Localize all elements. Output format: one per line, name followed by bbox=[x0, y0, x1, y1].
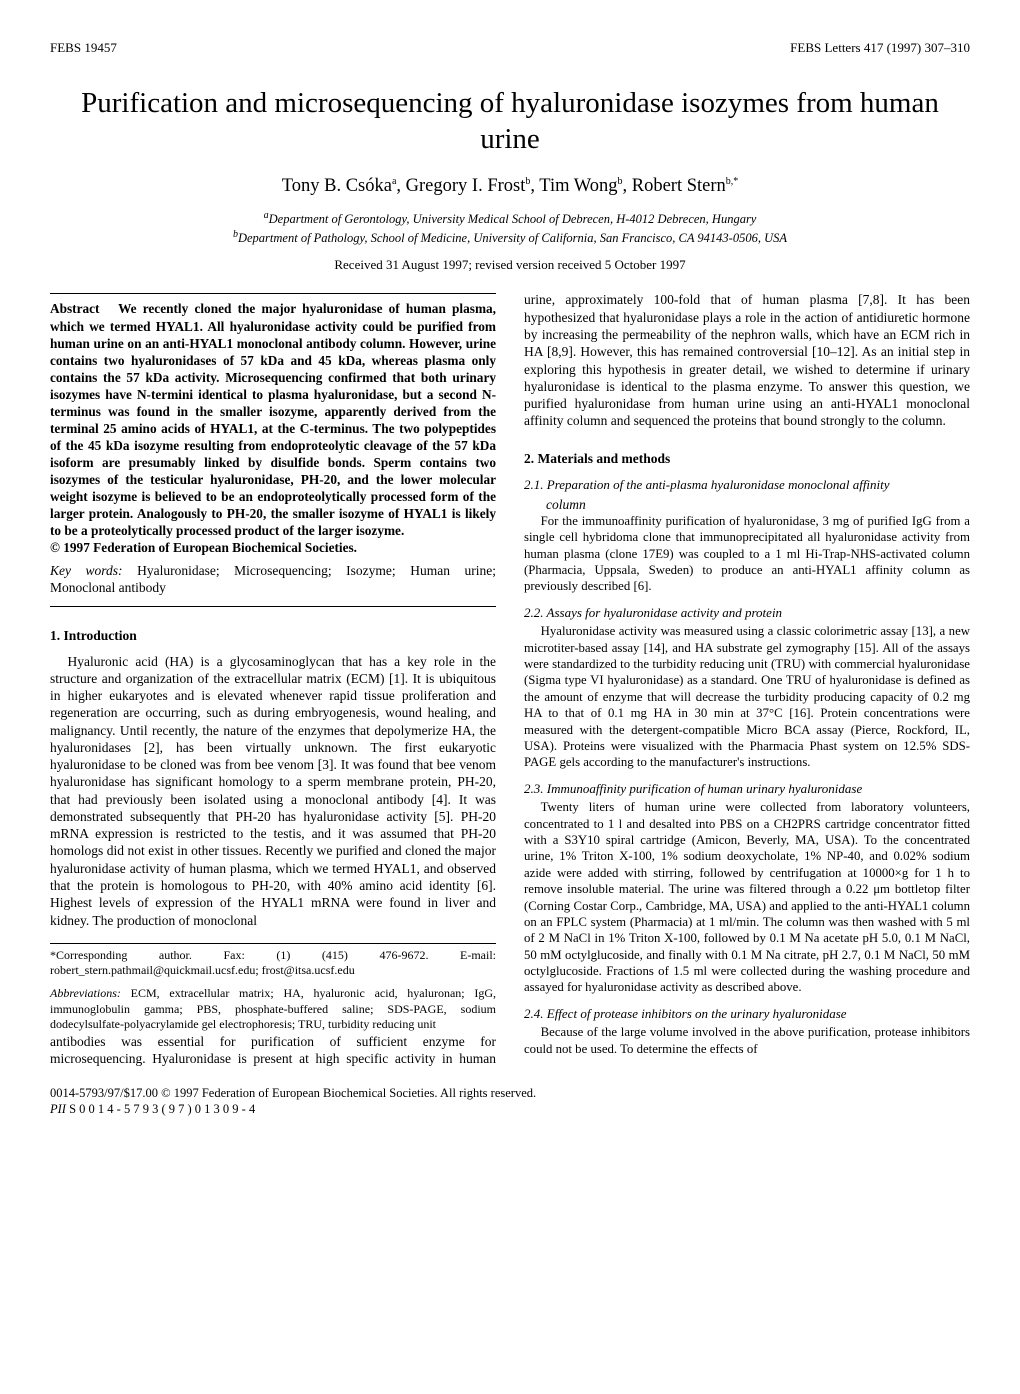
abstract: Abstract We recently cloned the major hy… bbox=[50, 300, 496, 555]
rule-after-keywords bbox=[50, 606, 496, 607]
sub-2-2-body: Hyaluronidase activity was measured usin… bbox=[524, 623, 970, 770]
pii-label: PII bbox=[50, 1102, 66, 1116]
sub-2-1-body: For the immunoaffinity purification of h… bbox=[524, 513, 970, 595]
sub-2-1-heading-cont: column bbox=[546, 496, 970, 513]
authors-line: Tony B. Csókaa, Gregory I. Frostb, Tim W… bbox=[50, 175, 970, 199]
sub-2-2-heading: 2.2. Assays for hyaluronidase activity a… bbox=[524, 605, 970, 622]
running-header: FEBS 19457 FEBS Letters 417 (1997) 307–3… bbox=[50, 40, 970, 57]
intro-para-1: Hyaluronic acid (HA) is a glycosaminogly… bbox=[50, 653, 496, 929]
sub-2-1-heading: 2.1. Preparation of the anti-plasma hyal… bbox=[524, 477, 970, 494]
rule-top bbox=[50, 293, 496, 294]
keywords-label: Key words: bbox=[50, 563, 123, 578]
sub-2-4-body: Because of the large volume involved in … bbox=[524, 1024, 970, 1057]
footer-pii: PII S 0 0 1 4 - 5 7 9 3 ( 9 7 ) 0 1 3 0 … bbox=[50, 1101, 970, 1117]
page-footer: 0014-5793/97/$17.00 © 1997 Federation of… bbox=[50, 1085, 970, 1117]
affil-a: Department of Gerontology, University Me… bbox=[269, 212, 757, 226]
abstract-body: We recently cloned the major hyaluronida… bbox=[50, 301, 496, 537]
corresponding-author: *Corresponding author. Fax: (1) (415) 47… bbox=[50, 948, 496, 979]
abbreviations-label: Abbreviations: bbox=[50, 986, 121, 1000]
article-title: Purification and microsequencing of hyal… bbox=[50, 85, 970, 158]
section-methods-heading: 2. Materials and methods bbox=[524, 450, 970, 467]
header-left: FEBS 19457 bbox=[50, 40, 117, 57]
sub-2-3-body: Twenty liters of human urine were collec… bbox=[524, 799, 970, 996]
body-columns: Abstract We recently cloned the major hy… bbox=[50, 291, 970, 1067]
footnote-rule bbox=[50, 943, 496, 944]
sub-2-3-heading: 2.3. Immunoaffinity purification of huma… bbox=[524, 781, 970, 798]
abstract-copyright: © 1997 Federation of European Biochemica… bbox=[50, 540, 357, 555]
sub-2-4-heading: 2.4. Effect of protease inhibitors on th… bbox=[524, 1006, 970, 1023]
affil-b: Department of Pathology, School of Medic… bbox=[238, 231, 787, 245]
affiliations: aDepartment of Gerontology, University M… bbox=[50, 209, 970, 247]
pii-value: S 0 0 1 4 - 5 7 9 3 ( 9 7 ) 0 1 3 0 9 - … bbox=[69, 1102, 255, 1116]
header-right: FEBS Letters 417 (1997) 307–310 bbox=[790, 40, 970, 57]
abbreviations-block: Abbreviations: ECM, extracellular matrix… bbox=[50, 986, 496, 1032]
received-line: Received 31 August 1997; revised version… bbox=[50, 257, 970, 274]
footer-copyright: 0014-5793/97/$17.00 © 1997 Federation of… bbox=[50, 1085, 970, 1101]
keywords: Key words: Hyaluronidase; Microsequencin… bbox=[50, 562, 496, 597]
abstract-label: Abstract bbox=[50, 301, 99, 316]
footnotes: *Corresponding author. Fax: (1) (415) 47… bbox=[50, 943, 496, 1033]
section-intro-heading: 1. Introduction bbox=[50, 627, 496, 644]
